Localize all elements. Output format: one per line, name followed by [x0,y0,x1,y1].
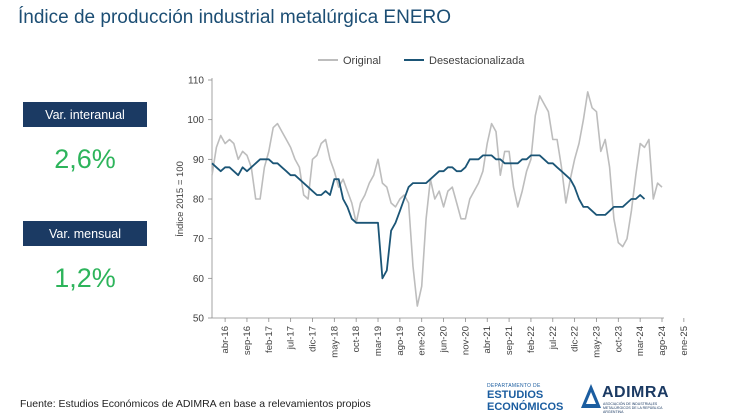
x-tick-label: ene-20 [417,326,428,356]
x-tick-label: jul-17 [286,326,297,350]
var-interanual-label: Var. interanual [23,102,147,127]
dept-line-1: ESTUDIOS [487,389,544,401]
var-mensual-label: Var. mensual [23,221,147,246]
x-tick-label: abr-16 [220,326,231,353]
y-tick-label: 70 [193,234,205,245]
legend-label-0: Original [343,55,381,67]
series-line-original [211,91,663,307]
x-tick-label: sep-21 [504,326,515,355]
x-tick-label: mar-24 [635,326,646,356]
x-tick-label: oct-18 [351,326,362,352]
x-tick-label: nov-20 [460,326,471,355]
var-mensual-value: 1,2% [54,263,116,293]
series-line-desestacionalizada [211,154,646,280]
y-tick-label: 90 [193,155,205,166]
y-tick-label: 110 [188,76,204,87]
adimra-logo-subtitle: ASOCIACIÓN DE INDUSTRIALES METALÚRGICOS … [603,402,663,414]
x-tick-label: jun-20 [439,326,450,353]
dept-small-text: DEPARTAMENTO DE [487,383,541,389]
x-tick-label: ago-24 [657,326,668,356]
legend-label-1: Desestacionalizada [429,55,525,67]
adimra-logo-icon [581,384,601,408]
x-tick-label: feb-17 [264,326,275,353]
dept-line-2: ECONÓMICOS [487,401,564,413]
x-tick-label: sep-16 [242,326,253,355]
y-tick-label: 80 [193,195,205,206]
x-tick-label: dic-22 [570,326,581,352]
x-tick-label: oct-23 [613,326,624,352]
dept-logo: DEPARTAMENTO DE ESTUDIOS ECONÓMICOS [487,383,575,413]
x-tick-label: dic-17 [307,326,318,352]
adimra-logo-text: ADIMRA [602,384,669,401]
x-tick-label: mar-19 [373,326,384,356]
y-tick-label: 50 [193,314,205,325]
source-note: Fuente: Estudios Económicos de ADIMRA en… [20,398,371,410]
var-interanual-value: 2,6% [54,144,116,174]
y-tick-label: 60 [193,274,205,285]
y-tick-label: 100 [187,115,204,126]
x-tick-label: may-23 [591,326,602,358]
x-tick-label: ene-25 [679,326,690,356]
x-tick-label: ago-19 [395,326,406,356]
x-tick-label: feb-22 [526,326,537,353]
x-tick-label: may-18 [329,326,340,358]
x-tick-label: jul-22 [548,326,559,350]
chart-title: Índice de producción industrial metalúrg… [18,7,451,28]
y-axis-label: Índice 2015 = 100 [175,161,186,237]
x-tick-label: abr-21 [482,326,493,353]
